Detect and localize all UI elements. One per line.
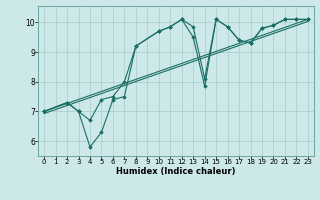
X-axis label: Humidex (Indice chaleur): Humidex (Indice chaleur) xyxy=(116,167,236,176)
